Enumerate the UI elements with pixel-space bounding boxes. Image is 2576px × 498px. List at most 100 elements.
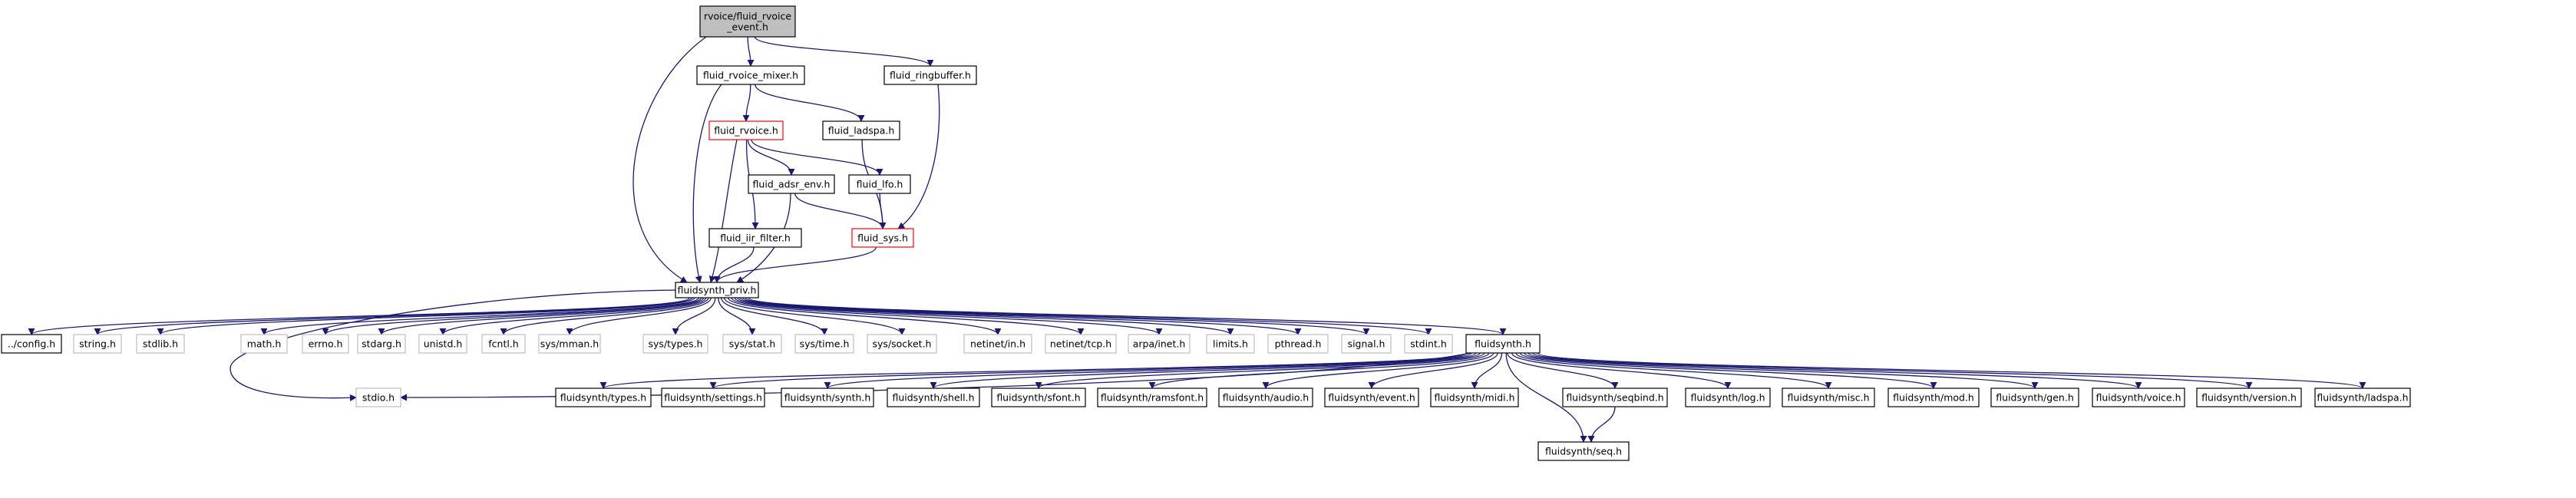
node-layer: rvoice/fluid_rvoice _event.h fluid_rvoice_…: [1, 5, 2411, 461]
edge-fluidsynth-to-fs_mod: [1519, 352, 1937, 389]
node-label: fluidsynth/synth.h: [784, 392, 871, 404]
node-box: [699, 5, 796, 38]
node-box[interactable]: [661, 388, 765, 407]
node-box[interactable]: [675, 282, 759, 298]
node-arpa: arpa/inet.h: [1128, 334, 1191, 354]
node-nettcp: netinet/tcp.h: [1045, 334, 1117, 354]
node-fs-sfont[interactable]: fluidsynth/sfont.h: [991, 388, 1086, 407]
node-box[interactable]: [2196, 388, 2302, 407]
node-fs-voice[interactable]: fluidsynth/voice.h: [2092, 388, 2185, 407]
node-fs-version[interactable]: fluidsynth/version.h: [2196, 388, 2302, 407]
node-fs-seqbind[interactable]: fluidsynth/seqbind.h: [1562, 388, 1668, 407]
node-fs-audio[interactable]: fluidsynth/audio.h: [1218, 388, 1313, 407]
node-mman: sys/mman.h: [538, 334, 601, 354]
node-rvoice[interactable]: fluid_rvoice.h: [708, 120, 784, 140]
node-errno: errno.h: [302, 334, 349, 354]
node-label: sys/socket.h: [873, 338, 932, 350]
node-box[interactable]: [1097, 388, 1207, 407]
edge-adsr-to-sys: [794, 193, 887, 229]
node-label: stdarg.h: [362, 338, 401, 350]
node-fs-ramsfont[interactable]: fluidsynth/ramsfont.h: [1097, 388, 1207, 407]
node-fs-settings[interactable]: fluidsynth/settings.h: [661, 388, 765, 407]
node-label: fluidsynth/gen.h: [1996, 392, 2074, 404]
node-fs-shell[interactable]: fluidsynth/shell.h: [887, 388, 980, 407]
node-box[interactable]: [1537, 441, 1630, 461]
edge-sys-to-priv: [713, 246, 877, 283]
node-iir[interactable]: fluid_iir_filter.h: [708, 228, 802, 248]
node-fluidsynth[interactable]: fluidsynth.h: [1465, 334, 1541, 354]
node-fs-midi[interactable]: fluidsynth/midi.h: [1430, 388, 1519, 407]
node-fs-ladspa[interactable]: fluidsynth/ladspa.h: [2314, 388, 2411, 407]
node-box[interactable]: [883, 65, 977, 85]
edge-priv-to-pthread: [739, 297, 1302, 335]
node-box[interactable]: [1218, 388, 1313, 407]
node-box[interactable]: [1990, 388, 2079, 407]
node-box: [1267, 334, 1329, 354]
node-fs-log[interactable]: fluidsynth/log.h: [1685, 388, 1771, 407]
node-mixer[interactable]: fluid_rvoice_mixer.h: [696, 65, 805, 85]
node-lfo[interactable]: fluid_lfo.h: [848, 174, 911, 194]
node-adsr[interactable]: fluid_adsr_env.h: [748, 174, 835, 194]
node-label: fluidsynth/midi.h: [1434, 392, 1514, 404]
node-label: fluidsynth/seqbind.h: [1566, 392, 1663, 404]
node-box[interactable]: [1887, 388, 1980, 407]
node-label: stdint.h: [1410, 338, 1447, 350]
node-ladspa[interactable]: fluid_ladspa.h: [822, 120, 900, 140]
node-fs-event[interactable]: fluidsynth/event.h: [1324, 388, 1419, 407]
node-limits: limits.h: [1206, 334, 1255, 354]
node-box[interactable]: [848, 174, 911, 194]
node-box[interactable]: [1782, 388, 1875, 407]
node-box[interactable]: [822, 120, 900, 140]
node-fs-types[interactable]: fluidsynth/types.h: [555, 388, 652, 407]
node-fs-mod[interactable]: fluidsynth/mod.h: [1887, 388, 1980, 407]
node-box[interactable]: [708, 120, 784, 140]
node-box[interactable]: [2092, 388, 2185, 407]
edge-priv-to-socket: [723, 297, 906, 335]
node-box[interactable]: [781, 388, 874, 407]
node-sys[interactable]: fluid_sys.h: [851, 228, 914, 248]
edge-rvoice-to-adsr: [747, 139, 795, 176]
node-fs-seq[interactable]: fluidsynth/seq.h: [1537, 441, 1630, 461]
node-label: rvoice/fluid_rvoice _event.h: [704, 11, 791, 33]
node-label: fluidsynth/seq.h: [1545, 446, 1622, 457]
node-box[interactable]: [1430, 388, 1519, 407]
node-box: [1404, 334, 1453, 354]
node-box[interactable]: [708, 228, 802, 248]
node-label: fluidsynth/sfont.h: [996, 392, 1080, 404]
node-label: fluid_adsr_env.h: [753, 179, 831, 190]
node-box: [418, 334, 467, 354]
node-box[interactable]: [696, 65, 805, 85]
node-fs-misc[interactable]: fluidsynth/misc.h: [1782, 388, 1875, 407]
node-label: unistd.h: [424, 338, 463, 350]
node-priv[interactable]: fluidsynth_priv.h: [675, 282, 759, 298]
node-box[interactable]: [748, 174, 835, 194]
node-box[interactable]: [1324, 388, 1419, 407]
edge-priv-to-string: [94, 297, 693, 335]
node-box[interactable]: [851, 228, 914, 248]
node-fs-synth[interactable]: fluidsynth/synth.h: [781, 388, 874, 407]
node-config[interactable]: ../config.h: [1, 334, 62, 354]
node-box[interactable]: [1465, 334, 1541, 354]
node-box[interactable]: [887, 388, 980, 407]
edge-fluidsynth-to-fs_version: [1532, 352, 2253, 389]
edge-fluidsynth-to-fs_audio: [1262, 352, 1494, 389]
node-label: fluidsynth/settings.h: [664, 392, 762, 404]
node-box[interactable]: [1685, 388, 1771, 407]
node-box[interactable]: [991, 388, 1086, 407]
node-box[interactable]: [555, 388, 652, 407]
node-label: ../config.h: [8, 338, 55, 350]
node-fs-gen[interactable]: fluidsynth/gen.h: [1990, 388, 2079, 407]
node-box[interactable]: [1562, 388, 1668, 407]
node-label: signal.h: [1348, 338, 1385, 350]
node-label: fluidsynth/ladspa.h: [2317, 392, 2408, 404]
node-ringbuffer[interactable]: fluid_ringbuffer.h: [883, 65, 977, 85]
edge-lfo-to-sys: [879, 193, 887, 229]
node-box[interactable]: [1, 334, 62, 354]
node-box[interactable]: [2314, 388, 2411, 407]
edge-priv-to-math: [260, 297, 700, 335]
edge-fluidsynth-to-fs_voice: [1527, 352, 2142, 389]
edge-root-to-ringbuffer: [754, 36, 934, 67]
node-stat: sys/stat.h: [722, 334, 782, 354]
node-label: fluidsynth/voice.h: [2095, 392, 2181, 404]
